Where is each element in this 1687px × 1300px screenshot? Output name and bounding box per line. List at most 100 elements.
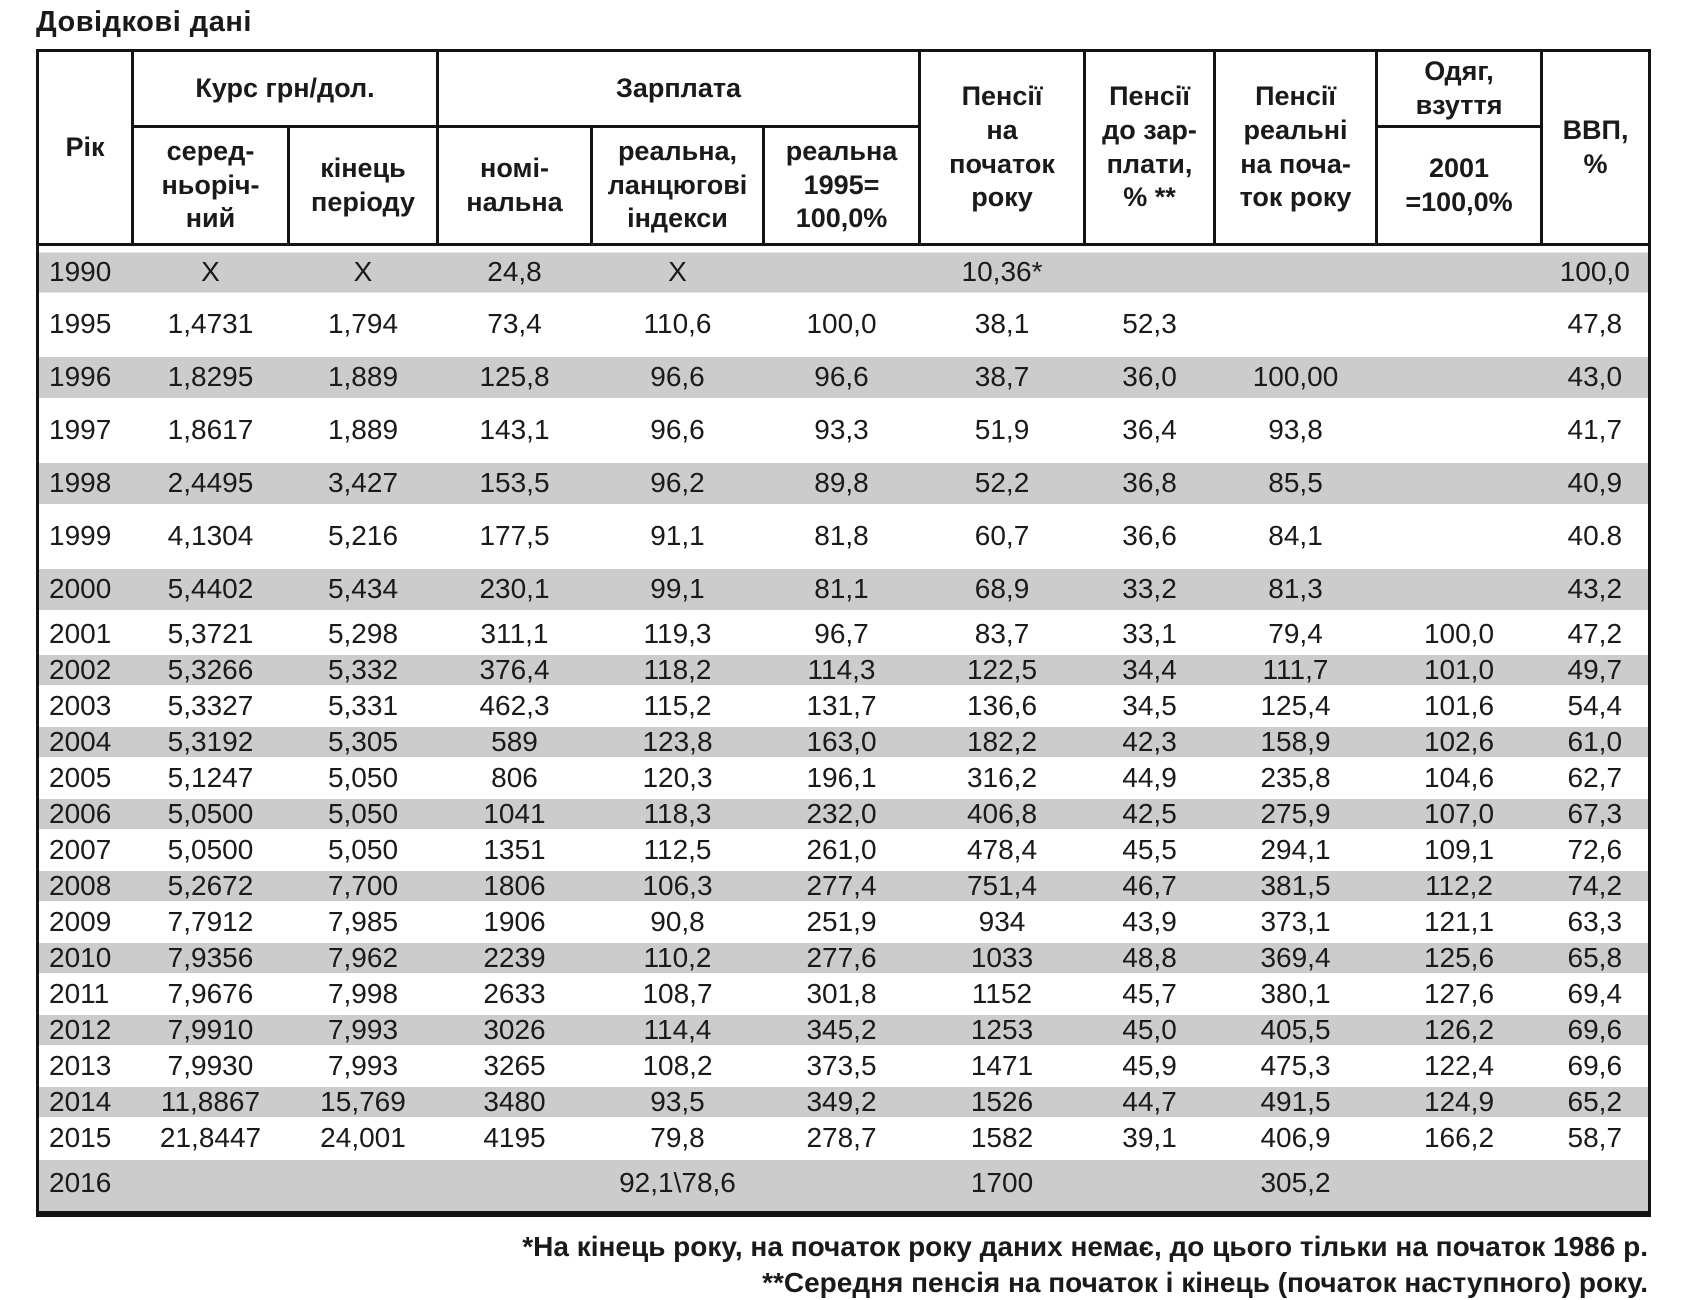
data-cell: 261,0 — [806, 833, 877, 865]
data-cell — [437, 1155, 592, 1214]
data-cell: 5,050 — [327, 761, 399, 793]
data-cell: 48,8 — [1084, 939, 1215, 976]
data-cell: 751,4 — [919, 867, 1085, 904]
data-cell: 96,2 — [591, 456, 764, 510]
data-cell: 316,2 — [966, 761, 1038, 793]
data-cell — [1376, 350, 1542, 404]
data-cell: 3026 — [437, 1011, 592, 1048]
data-cell: 43,0 — [1541, 350, 1650, 404]
data-cell: 41,7 — [1567, 414, 1623, 445]
data-cell: 33,2 — [1084, 562, 1215, 616]
year-cell: 2007 — [49, 833, 112, 865]
data-cell: X — [288, 244, 438, 298]
data-cell: 47,8 — [1567, 308, 1623, 339]
data-cell — [1084, 244, 1215, 298]
data-cell: 1,8295 — [132, 350, 289, 404]
data-cell: 43,9 — [1122, 905, 1177, 937]
data-cell: 7,9910 — [132, 1011, 289, 1048]
table-row-2004: 2004 5,3192 5,305 589 123,8 163,0 182,2 42,3 158… — [37, 723, 1650, 760]
data-cell: 68,9 — [919, 562, 1085, 616]
data-cell: 153,5 — [437, 456, 592, 510]
data-cell: 100,0 — [1423, 617, 1495, 649]
data-cell: 311,1 — [480, 617, 549, 649]
data-cell: X — [591, 244, 764, 298]
data-cell: 45,5 — [1122, 833, 1177, 865]
data-cell — [763, 1155, 920, 1214]
data-cell: 47,2 — [1567, 617, 1623, 649]
data-cell — [288, 1155, 438, 1214]
col-header-salary-real-chain: реальна, ланцюгові індекси — [590, 125, 765, 246]
data-cell: 33,1 — [1122, 617, 1177, 649]
footnotes: *На кінець року, на початок року даних н… — [36, 1229, 1648, 1300]
data-cell — [1215, 298, 1377, 351]
data-cell: 101,6 — [1423, 689, 1495, 721]
table-row-1990: 1990 X X 24,8 X 10,36* 100,0 — [37, 244, 1650, 298]
data-cell: 4195 — [483, 1121, 546, 1153]
data-cell: 5,3192 — [132, 723, 289, 760]
data-cell: 34,5 — [1122, 689, 1177, 721]
data-cell: 3265 — [483, 1049, 546, 1081]
page-title: Довідкові дані — [36, 6, 252, 38]
data-cell: 69,6 — [1541, 1011, 1650, 1048]
data-cell — [1541, 1155, 1650, 1214]
col-header-rate-group: Курс грн/дол. — [131, 49, 439, 128]
data-cell: 90,8 — [650, 905, 705, 937]
data-cell — [1376, 456, 1542, 510]
data-cell: 166,2 — [1423, 1121, 1495, 1153]
table-row-2003: 2003 5,3327 5,331 462,3 115,2 131,7 136,6 34,5 1… — [38, 688, 1650, 724]
data-cell: 380,1 — [1260, 977, 1331, 1009]
table-body: 1990 X X 24,8 X 10,36* 100,0 1995 1,4731 1,794 73,… — [37, 244, 1650, 1214]
table-row-2001: 2001 5,3721 5,298 311,1 119,3 96,7 83,7 33,1 79,… — [38, 616, 1650, 652]
data-cell — [1377, 298, 1542, 351]
data-cell: 4,1304 — [167, 520, 254, 551]
data-cell: 39,1 — [1122, 1121, 1177, 1153]
data-cell: 65,8 — [1541, 939, 1650, 976]
data-cell: 40,9 — [1541, 456, 1650, 510]
data-cell: 108,2 — [642, 1049, 713, 1081]
year-cell: 1997 — [49, 414, 112, 445]
data-cell — [763, 244, 920, 298]
data-cell: 36,4 — [1122, 414, 1177, 445]
data-cell: 118,2 — [591, 651, 764, 688]
data-cell: 110,2 — [591, 939, 764, 976]
data-cell: 251,9 — [806, 905, 877, 937]
data-cell: 38,7 — [919, 350, 1085, 404]
data-cell: 61,0 — [1541, 723, 1650, 760]
data-cell: 7,998 — [327, 977, 399, 1009]
data-cell: 5,305 — [288, 723, 438, 760]
data-cell: 69,4 — [1567, 977, 1623, 1009]
data-cell: 11,8867 — [132, 1083, 289, 1120]
data-cell: 381,5 — [1214, 867, 1377, 904]
table-row-2002: 2002 5,3266 5,332 376,4 118,2 114,3 122,5 34,4 1… — [37, 651, 1650, 688]
data-cell: 84,1 — [1268, 520, 1323, 551]
data-cell: 7,7912 — [167, 905, 254, 937]
data-cell: 15,769 — [288, 1083, 438, 1120]
data-cell: 230,1 — [437, 562, 592, 616]
data-cell: 3480 — [437, 1083, 592, 1120]
table-row-2011: 2011 7,9676 7,998 2633 108,7 301,8 1152 45,7 380… — [38, 976, 1650, 1012]
data-cell: 5,4402 — [132, 562, 289, 616]
data-cell: 44,9 — [1122, 761, 1177, 793]
data-cell — [132, 1155, 289, 1214]
data-cell: 3,427 — [288, 456, 438, 510]
data-cell — [1376, 244, 1542, 298]
year-cell: 2008 — [37, 867, 133, 904]
data-cell: 112,5 — [643, 833, 712, 865]
data-cell: 83,7 — [974, 617, 1030, 649]
data-cell: 69,6 — [1567, 1049, 1623, 1081]
data-cell: 301,8 — [806, 977, 877, 1009]
data-cell: 7,9676 — [167, 977, 254, 1009]
data-cell: 72,6 — [1567, 833, 1623, 865]
footnote-2: **Середня пенсія на початок і кінець (по… — [762, 1266, 1648, 1298]
header-row-subcolumns: серед- ньоріч- ний кінець періоду номі- … — [38, 125, 1650, 246]
data-cell: 7,985 — [327, 905, 399, 937]
data-cell: 24,001 — [320, 1121, 406, 1153]
data-cell: 2633 — [483, 977, 546, 1009]
table-row-2005: 2005 5,1247 5,050 806 120,3 196,1 316,2 44,9 235… — [38, 760, 1650, 796]
data-cell: 345,2 — [763, 1011, 920, 1048]
year-cell: 2014 — [37, 1083, 133, 1120]
table-header: Рік Курс грн/дол. Зарплата Пенсії на поч… — [36, 49, 1652, 246]
data-cell: 1351 — [483, 833, 546, 865]
data-cell: 7,993 — [288, 1011, 438, 1048]
data-cell: 7,9356 — [132, 939, 289, 976]
